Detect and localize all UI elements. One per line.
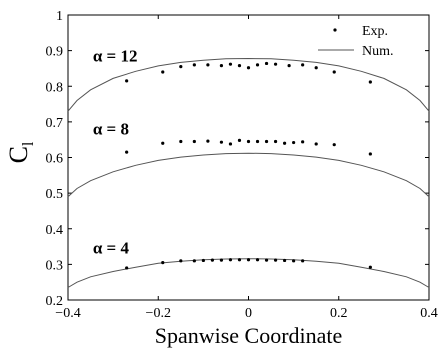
- experimental-point: [301, 259, 305, 263]
- experimental-point: [219, 140, 224, 144]
- experimental-point: [179, 65, 183, 69]
- experimental-point: [368, 152, 372, 156]
- axis-ticks: −0.4 −0.2 0 0.2 0.4 0.2 0.3 0.4 0.5 0.6 0.7 0.8 0.9 1: [46, 9, 438, 321]
- numerical-curve: [67, 152, 430, 198]
- experimental-point: [210, 258, 214, 262]
- experimental-point: [292, 140, 296, 145]
- y-tick-label: 0.5: [46, 187, 64, 202]
- experimental-point: [125, 266, 129, 270]
- experimental-point: [228, 142, 233, 146]
- y-tick-label: 0.2: [46, 294, 64, 309]
- x-tick-label: 0: [245, 306, 252, 321]
- y-tick-label: 0.7: [46, 116, 64, 131]
- experimental-point: [192, 259, 196, 263]
- experimental-point: [314, 142, 318, 146]
- x-tick-label: 0.2: [330, 306, 348, 321]
- experimental-point: [219, 63, 224, 68]
- experimental-point: [283, 141, 287, 145]
- y-axis-label-subscript: l: [20, 141, 37, 146]
- experimental-point: [246, 139, 251, 144]
- experimental-point: [125, 150, 129, 154]
- numerical-curve: [67, 57, 430, 112]
- experimental-point: [264, 61, 269, 66]
- experimental-point: [237, 138, 242, 142]
- experimental-point: [219, 258, 224, 262]
- x-tick-label: −0.2: [146, 306, 171, 321]
- y-tick-label: 0.6: [46, 152, 64, 167]
- experimental-point: [264, 258, 269, 262]
- experimental-point: [273, 62, 278, 66]
- y-axis-label-main: C: [4, 146, 33, 163]
- experimental-point: [264, 139, 269, 144]
- experimental-point: [273, 139, 278, 144]
- legend-exp-label: Exp.: [362, 24, 388, 39]
- experimental-point: [246, 258, 251, 262]
- experimental-point: [161, 141, 165, 145]
- y-axis-label: Cl: [4, 141, 37, 163]
- experimental-point: [228, 258, 233, 262]
- experimental-point: [201, 258, 205, 263]
- experimental-point: [368, 80, 372, 84]
- angle-annotation: α = 8: [93, 120, 129, 139]
- legend-num-label: Num.: [362, 44, 394, 59]
- experimental-point: [255, 258, 260, 262]
- experimental-point: [192, 139, 196, 144]
- experimental-point: [179, 139, 183, 144]
- experimental-point: [237, 63, 242, 68]
- legend-exp-marker: [333, 28, 337, 32]
- experimental-point: [255, 63, 260, 67]
- experimental-point: [273, 258, 278, 262]
- experimental-point: [179, 259, 183, 263]
- angle-annotations: α = 12 α = 8 α = 4: [93, 46, 138, 257]
- experimental-point: [246, 66, 251, 70]
- experimental-point: [314, 66, 318, 70]
- experimental-point: [301, 63, 305, 67]
- x-tick-label: −0.4: [55, 306, 80, 321]
- experimental-points: [125, 61, 372, 270]
- y-tick-label: 0.9: [46, 45, 64, 60]
- experimental-point: [206, 139, 210, 143]
- experimental-point: [206, 63, 210, 67]
- experimental-point: [237, 258, 242, 262]
- experimental-point: [368, 265, 372, 269]
- angle-annotation: α = 4: [93, 239, 130, 258]
- y-tick-label: 0.4: [46, 223, 64, 238]
- experimental-point: [332, 143, 336, 147]
- experimental-point: [255, 139, 260, 144]
- experimental-point: [332, 70, 336, 74]
- experimental-point: [125, 79, 129, 83]
- y-tick-label: 0.3: [46, 258, 64, 273]
- legend: Exp. Num.: [318, 24, 394, 59]
- y-tick-label: 0.8: [46, 80, 64, 95]
- x-axis-label: Spanwise Coordinate: [155, 323, 343, 348]
- experimental-point: [283, 258, 287, 263]
- experimental-point: [292, 259, 296, 263]
- experimental-point: [161, 70, 165, 74]
- experimental-point: [228, 62, 233, 66]
- experimental-point: [192, 63, 196, 67]
- x-tick-label: 0.4: [420, 306, 438, 321]
- experimental-point: [161, 260, 165, 265]
- angle-annotation: α = 12: [93, 46, 138, 65]
- experimental-point: [301, 140, 305, 144]
- numerical-curve: [67, 258, 430, 288]
- experimental-point: [287, 63, 291, 68]
- y-tick-label: 1: [56, 9, 63, 24]
